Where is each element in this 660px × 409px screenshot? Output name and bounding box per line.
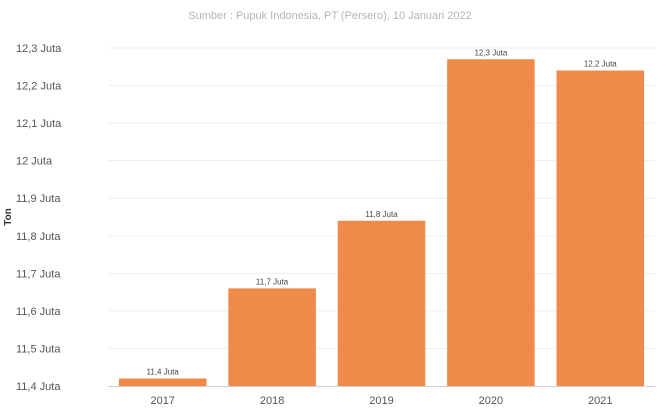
x-tick-label: 2018: [260, 395, 284, 407]
bar: [118, 378, 207, 386]
data-label: 12,3 Juta: [474, 48, 507, 57]
x-tick-label: 2020: [479, 395, 503, 407]
y-tick-label: 12,3 Juta: [16, 43, 62, 55]
x-tick-label: 2021: [588, 395, 612, 407]
bar: [337, 220, 426, 386]
bar: [447, 59, 535, 387]
y-tick-label: 11,8 Juta: [16, 231, 61, 243]
y-tick-label: 11,4 Juta: [16, 381, 61, 393]
x-tick-label: 2019: [369, 395, 393, 407]
chart-source: Sumber : Pupuk Indonesia, PT (Persero), …: [188, 10, 472, 22]
data-label: 12,2 Juta: [584, 60, 617, 69]
y-axis-label: Ton: [3, 208, 14, 226]
y-tick-label: 12,1 Juta: [16, 118, 62, 130]
y-tick-label: 11,5 Juta: [16, 343, 61, 355]
bar: [228, 288, 316, 386]
axes: 11,4 Juta 11,5 Juta 11,6 Juta 11,7 Juta 11,8…: [3, 43, 655, 407]
y-tick-label: 11,7 Juta: [16, 268, 61, 280]
y-tick-label: 12,2 Juta: [16, 81, 62, 93]
x-tick-label: 2017: [150, 395, 174, 407]
data-label: 11,4 Juta: [147, 367, 180, 376]
bar: [556, 70, 645, 387]
y-tick-label: 11,9 Juta: [16, 193, 61, 205]
y-tick-label: 11,6 Juta: [16, 306, 61, 318]
data-label: 11,8 Juta: [365, 210, 398, 219]
bars: 11,4 Juta 11,7 Juta 11,8 Juta 12,3 Juta 12,2…: [118, 48, 645, 387]
data-label: 11,7 Juta: [256, 277, 289, 286]
y-tick-label: 12 Juta: [16, 156, 53, 168]
